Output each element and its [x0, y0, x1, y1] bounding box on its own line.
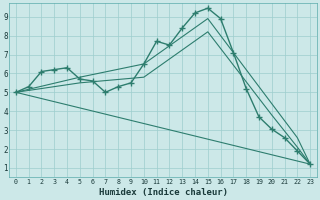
X-axis label: Humidex (Indice chaleur): Humidex (Indice chaleur): [99, 188, 228, 197]
